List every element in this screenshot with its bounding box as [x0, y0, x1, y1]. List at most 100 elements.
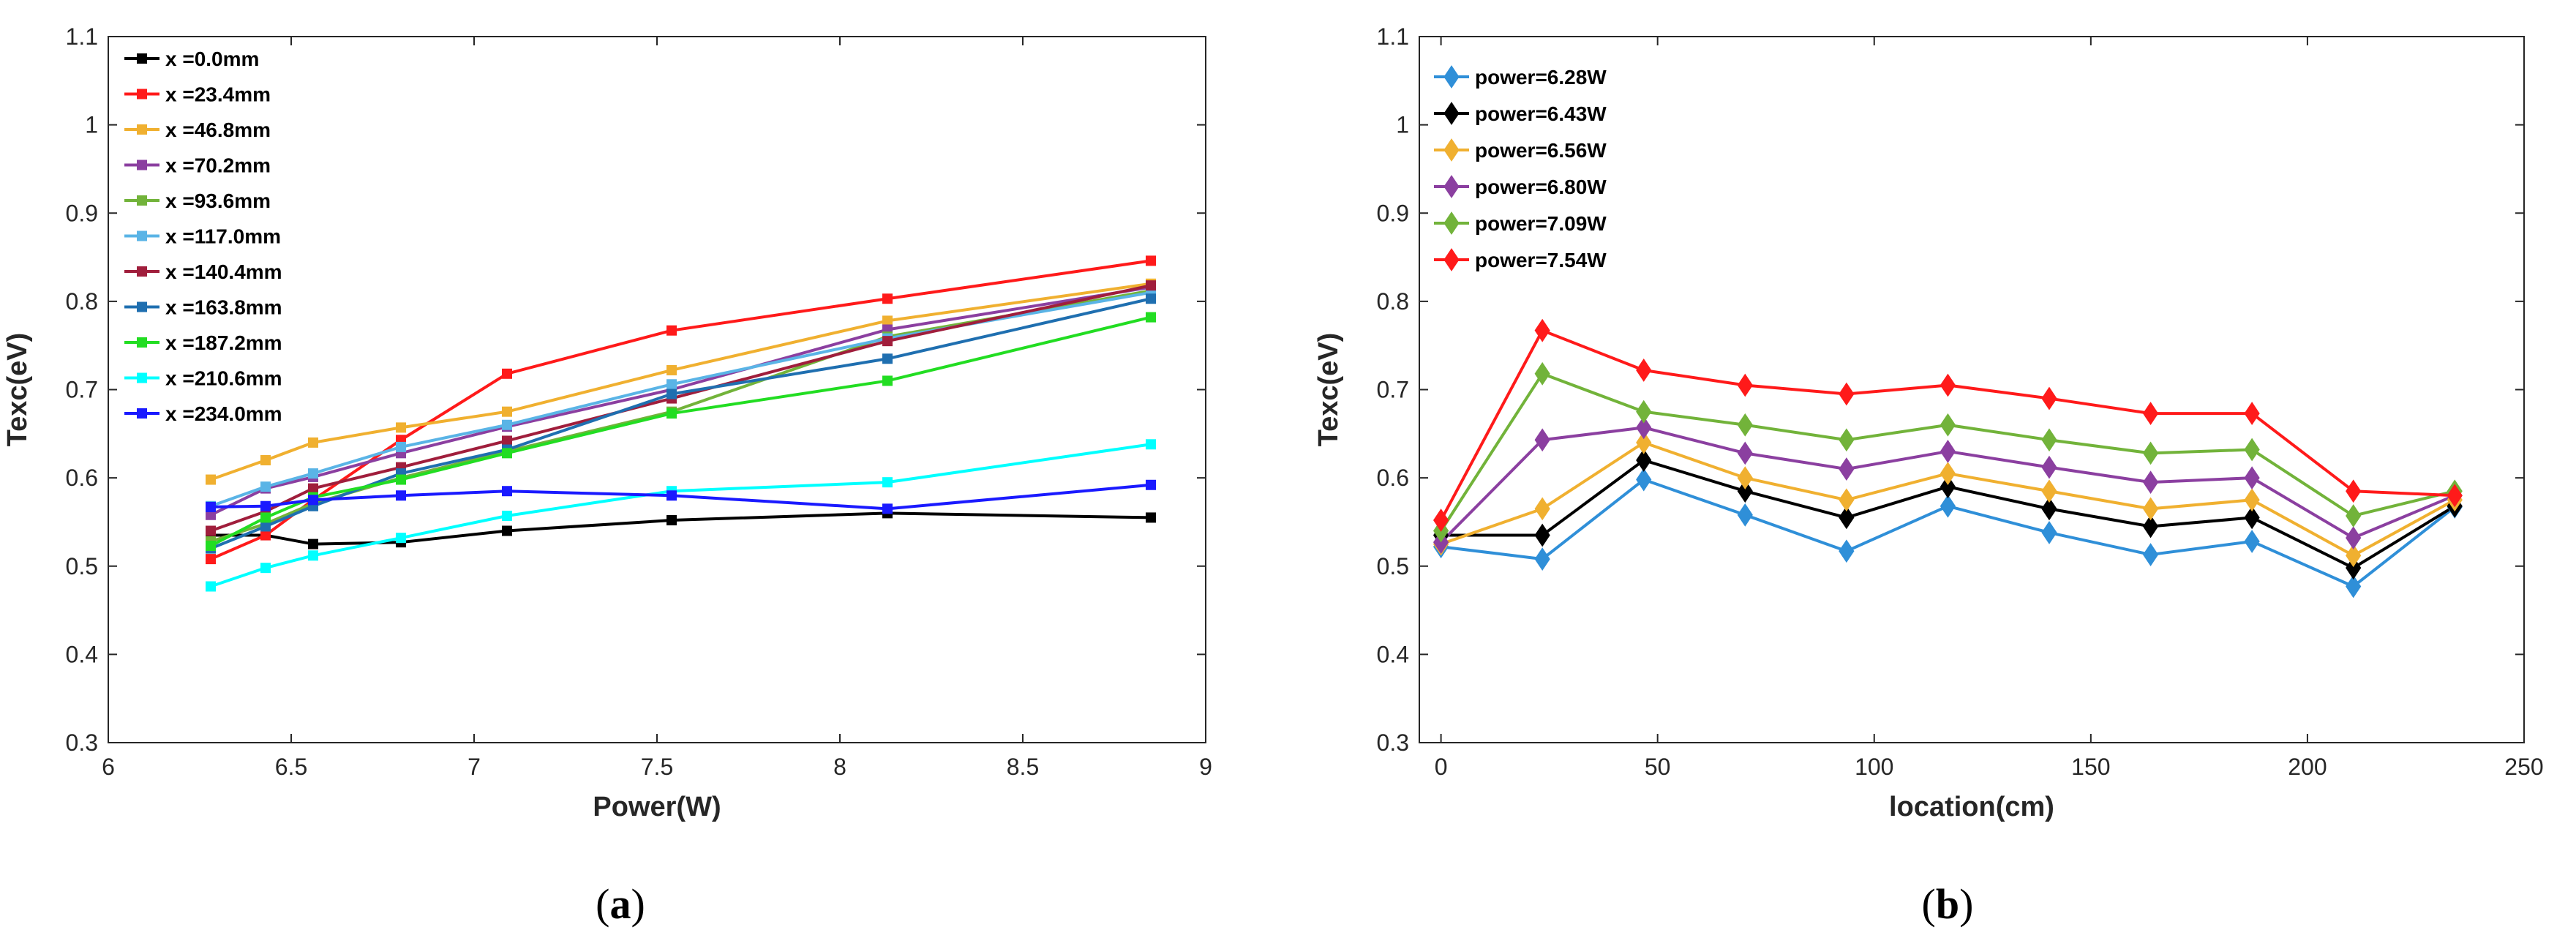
- panel-a-markers: [206, 255, 1156, 592]
- panel-a-data-point: [502, 525, 512, 536]
- panel-b-data-point: [1636, 468, 1652, 492]
- panel-b-data-point: [2142, 497, 2159, 521]
- panel-a-y-axis-label: Texc(eV): [2, 333, 33, 447]
- panel-b-data-point: [2142, 514, 2159, 539]
- panel-b-data-point: [2142, 402, 2159, 425]
- panel-a-legend-label: x =163.8mm: [165, 296, 282, 319]
- panel-a-legend-label: x =46.8mm: [165, 119, 271, 141]
- panel-a-data-point: [308, 468, 318, 479]
- panel-b-data-point: [1839, 488, 1855, 512]
- panel-a-legend-label: x =140.4mm: [165, 260, 282, 283]
- panel-b-y-axis-label: Texc(eV): [1313, 333, 1344, 447]
- panel-a-data-point: [882, 375, 893, 386]
- panel-b-data-point: [2244, 438, 2260, 462]
- panel-b-legend-label: power=6.56W: [1475, 139, 1607, 162]
- panel-a-data-point: [308, 539, 318, 549]
- panel-b-data-point: [2244, 530, 2260, 553]
- panel-a-legend-swatch-marker: [137, 230, 147, 241]
- panel-b-x-tick-label: 0: [1435, 754, 1448, 780]
- panel-b-data-point: [2142, 441, 2159, 465]
- panel-a-legend-label: x =187.2mm: [165, 331, 282, 354]
- panel-a-x-tick-label: 7: [467, 754, 481, 780]
- panel-a-legend-swatch-marker: [137, 89, 147, 100]
- panel-a-series-line: [210, 483, 1152, 511]
- panel-b-x-tick-label: 50: [1645, 754, 1671, 780]
- panel-b-data-point: [1939, 413, 1956, 437]
- panel-b-plot-frame: [1419, 36, 2525, 743]
- panel-a-y-tick-label: 0.9: [66, 200, 98, 226]
- panel-b-data-point: [1737, 373, 1753, 397]
- panel-a-data-point: [666, 364, 677, 375]
- panel-a-data-point: [666, 389, 677, 399]
- panel-a-data-point: [206, 541, 216, 552]
- panel-b-data-point: [1939, 494, 1956, 518]
- panel-a-data-point: [260, 521, 271, 532]
- panel-b-data-point: [1737, 479, 1753, 503]
- panel-b-data-point: [1534, 523, 1550, 547]
- panel-b-data-point: [1636, 359, 1652, 382]
- panel-a-data-point: [666, 325, 677, 336]
- panel-b-data-point: [2346, 574, 2362, 599]
- panel-b-y-tick-label: 1: [1396, 112, 1409, 138]
- panel-b-legend-label: power=7.54W: [1475, 249, 1607, 271]
- panel-b-data-point: [1737, 413, 1753, 437]
- panel-b-data-point: [2346, 556, 2362, 580]
- panel-a-data-point: [502, 510, 512, 521]
- panel-b-data-point: [1636, 449, 1652, 472]
- panel-b-data-point: [1939, 475, 1956, 499]
- panel-a-caption: (a): [596, 880, 645, 928]
- panel-b-chart: 0.3 0.4 0.5 0.6 0.7 0.8 0.9 1 1.1 0 50 100 150 200 250…: [1313, 23, 2544, 928]
- panel-a-legend-swatch-marker: [137, 53, 147, 64]
- panel-a-series-line: [210, 284, 1152, 533]
- panel-a-data-point: [502, 435, 512, 446]
- panel-b-data-point: [1636, 399, 1652, 424]
- panel-b-data-point: [2244, 506, 2260, 530]
- panel-a-legend-label: x =210.6mm: [165, 367, 282, 390]
- panel-a-series-line: [210, 282, 1152, 481]
- panel-a-data-point: [502, 448, 512, 459]
- panel-a-data-point: [260, 563, 271, 574]
- panel-b-data-point: [1839, 457, 1855, 481]
- panel-b-data-point: [2142, 543, 2159, 566]
- panel-a-legend-swatch-marker: [137, 266, 147, 277]
- panel-a-data-point: [308, 550, 318, 561]
- panel-a-data-point: [882, 477, 893, 488]
- panel-a-legend-label: x =93.6mm: [165, 190, 271, 212]
- panel-b-legend: power=6.28W power=6.43W power=6.56W power=6…: [1434, 65, 1607, 271]
- panel-a-data-point: [502, 419, 512, 430]
- panel-a-data-point: [260, 512, 271, 523]
- panel-b-data-point: [1534, 361, 1550, 386]
- panel-b-data-point: [1839, 539, 1855, 563]
- panel-b-legend-label: power=6.28W: [1475, 66, 1607, 89]
- panel-a-legend-swatch-marker: [137, 337, 147, 348]
- panel-b-data-point: [2041, 455, 2057, 479]
- panel-a-data-point: [206, 581, 216, 592]
- panel-a-data-point: [882, 503, 893, 514]
- panel-b-caption: (b): [1922, 880, 1974, 928]
- panel-b-data-point: [2346, 479, 2362, 503]
- panel-a-series-line: [210, 290, 1152, 508]
- panel-a-y-tick-label: 0.8: [66, 288, 98, 315]
- panel-a-x-tick-label: 6.5: [275, 754, 307, 780]
- panel-a-data-point: [308, 483, 318, 494]
- panel-a-data-point: [1146, 293, 1156, 304]
- panel-b-x-tick-label: 100: [1855, 754, 1893, 780]
- panel-a-data-point: [206, 474, 216, 485]
- panel-a-legend-swatch-marker: [137, 124, 147, 135]
- panel-b-data-point: [1939, 440, 1956, 463]
- panel-b-data-point: [2041, 497, 2057, 521]
- panel-b-legend-label: power=7.09W: [1475, 212, 1607, 235]
- panel-b-data-point: [2346, 526, 2362, 550]
- panel-b-legend-swatch-marker: [1443, 65, 1460, 89]
- panel-a-data-point: [666, 490, 677, 501]
- panel-a-data-point: [882, 353, 893, 364]
- panel-a-y-tick-label: 0.4: [66, 641, 98, 667]
- panel-b-x-tick-label: 150: [2071, 754, 2110, 780]
- panel-a-series-line: [210, 315, 1152, 547]
- panel-a-series-line: [210, 259, 1152, 560]
- panel-a-ticks: 0.3 0.4 0.5 0.6 0.7 0.8 0.9 1 1.1 6 6.5 7 7.5 8 8.5 9: [66, 23, 1212, 780]
- panel-a-data-point: [666, 379, 677, 390]
- panel-a-lines: [210, 259, 1152, 588]
- panel-b-data-point: [2041, 428, 2057, 452]
- panel-b-data-point: [2447, 484, 2463, 508]
